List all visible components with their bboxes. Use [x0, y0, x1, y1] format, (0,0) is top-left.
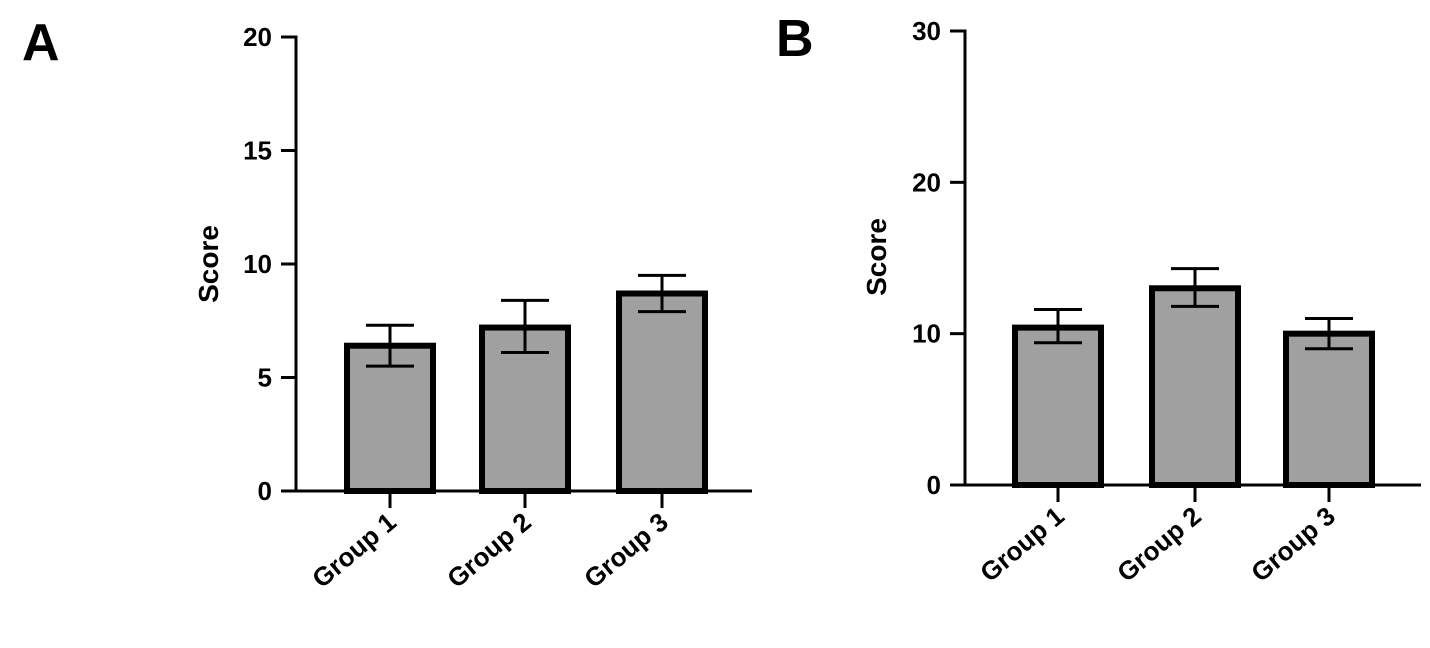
bar-3	[1283, 330, 1375, 488]
y-tick-label: 15	[243, 136, 272, 166]
y-axis-title: Score	[861, 218, 892, 296]
panel-letter: A	[22, 14, 60, 72]
y-tick-label: 30	[912, 16, 941, 46]
x-category-label: Group 3	[1245, 501, 1341, 588]
x-category-label: Group 2	[441, 507, 537, 594]
bar-3	[616, 290, 708, 495]
x-category-label: Group 3	[578, 507, 674, 594]
bar-2	[1149, 285, 1241, 488]
y-tick-label: 10	[243, 249, 272, 279]
x-category-label: Group 1	[974, 501, 1070, 588]
panel-b: B 0 10 20 30 Score Group 1 Group 2 Group 3	[776, 10, 1421, 588]
y-tick-label: 10	[912, 319, 941, 349]
y-tick-label: 20	[243, 22, 272, 52]
x-category-label: Group 2	[1111, 501, 1207, 588]
x-category-label: Group 1	[306, 507, 402, 594]
y-tick-label: 20	[912, 167, 941, 197]
y-tick-label: 0	[258, 476, 272, 506]
y-axis-title: Score	[193, 225, 224, 303]
panel-a: A 0 5 10 15 20 Score Group 1 Group 2 Group 3	[22, 14, 752, 594]
y-tick-label: 5	[258, 363, 272, 393]
bar-1	[1012, 324, 1104, 489]
panel-letter: B	[776, 10, 814, 68]
y-tick-label: 0	[927, 470, 941, 500]
